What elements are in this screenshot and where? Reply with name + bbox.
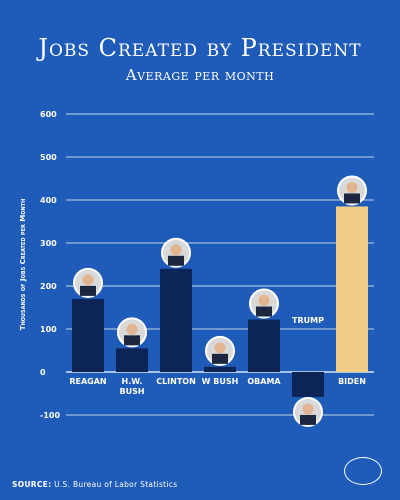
portrait-face-icon <box>346 181 358 193</box>
source-label: SOURCE: <box>12 480 52 489</box>
portrait-suit-icon <box>256 306 272 317</box>
category-label: REAGAN <box>69 377 106 386</box>
bar <box>248 319 280 372</box>
category-label: BIDEN <box>338 377 366 386</box>
portrait-suit-icon <box>212 353 228 364</box>
y-tick-label: 0 <box>40 368 46 377</box>
portrait-face-icon <box>170 244 182 256</box>
portrait-suit-icon <box>168 255 184 266</box>
category-label: H.W. <box>122 377 143 386</box>
category-label: CLINTON <box>156 377 196 386</box>
y-tick-label: 500 <box>40 153 57 162</box>
bar <box>116 348 148 372</box>
portrait-suit-icon <box>344 193 360 204</box>
y-tick-label: 300 <box>40 239 57 248</box>
portrait-suit-icon <box>80 285 96 296</box>
bar <box>160 268 192 372</box>
portrait-face-icon <box>302 403 314 415</box>
source-note: SOURCE: U.S. Bureau of Labor Statistics <box>12 480 177 489</box>
portrait-face-icon <box>126 323 138 335</box>
bar <box>292 372 324 397</box>
portrait-suit-icon <box>300 414 316 425</box>
chart-title: Jobs Created by President <box>38 34 362 62</box>
y-axis-label: Thousands of Jobs Created per Month <box>19 199 27 331</box>
category-label: W BUSH <box>202 377 239 386</box>
category-label: TRUMP <box>292 316 324 325</box>
bar <box>72 298 104 372</box>
y-tick-label: 200 <box>40 282 57 291</box>
bar <box>336 206 368 372</box>
portrait-suit-icon <box>124 335 140 346</box>
category-label: BUSH <box>119 387 144 396</box>
y-tick-label: -100 <box>40 411 60 420</box>
source-text: U.S. Bureau of Labor Statistics <box>54 480 178 489</box>
bar <box>204 366 236 372</box>
y-tick-label: 100 <box>40 325 57 334</box>
portrait-face-icon <box>214 342 226 354</box>
portrait-face-icon <box>82 274 94 286</box>
category-label: OBAMA <box>247 377 281 386</box>
chart-subtitle: Average per month <box>125 66 275 84</box>
white-house-seal-icon <box>344 457 382 485</box>
portrait-face-icon <box>258 295 270 307</box>
y-tick-label: 400 <box>40 196 57 205</box>
y-tick-label: 600 <box>40 110 57 119</box>
